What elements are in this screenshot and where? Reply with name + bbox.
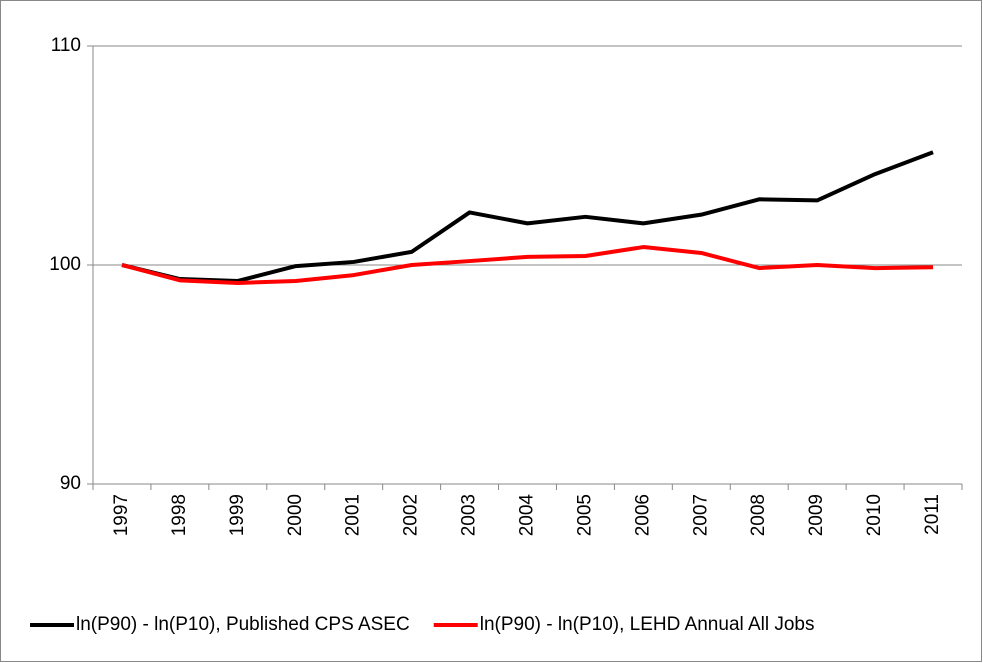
x-tick-label: 2009 [806, 494, 827, 536]
x-tick-label: 1997 [111, 494, 132, 536]
y-tick-label: 100 [49, 254, 81, 275]
x-tick-label: 2005 [574, 494, 595, 536]
x-tick-label: 1998 [169, 494, 190, 536]
x-tick-label: 2008 [748, 494, 769, 536]
x-tick-label: 2002 [401, 494, 422, 536]
x-tick-label: 2003 [459, 494, 480, 536]
y-tick-label: 110 [51, 35, 81, 56]
x-tick-label: 2006 [632, 494, 653, 536]
y-tick-label: 90 [60, 473, 81, 494]
x-tick-label: 2007 [690, 494, 711, 536]
x-tick-label: 1999 [227, 494, 248, 536]
data-line [121, 245, 934, 285]
x-tick-label: 2004 [517, 494, 538, 537]
x-tick-label: 2011 [922, 494, 943, 535]
data-line [121, 150, 934, 283]
legend-label: ln(P90) - ln(P10), Published CPS ASEC [76, 614, 410, 635]
x-tick-label: 2000 [285, 494, 306, 536]
legend-label: ln(P90) - ln(P10), LEHD Annual All Jobs [480, 614, 815, 635]
x-tick-label: 2001 [343, 494, 364, 536]
x-tick-label: 2010 [864, 494, 885, 536]
